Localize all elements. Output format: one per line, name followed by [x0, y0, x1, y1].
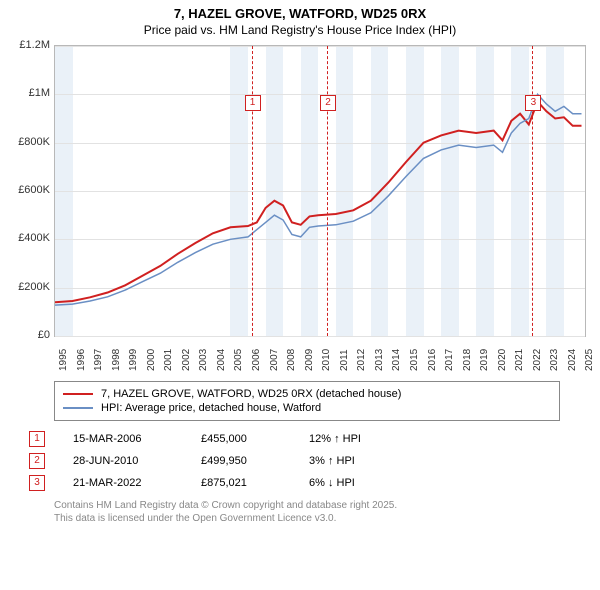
y-tick-label: £600K: [18, 184, 50, 196]
x-tick-label: 2011: [339, 349, 350, 371]
x-tick-label: 2018: [462, 349, 473, 371]
y-tick-label: £200K: [18, 281, 50, 293]
sale-hpi: 3% ↑ HPI: [309, 455, 389, 467]
sale-price: £455,000: [201, 433, 291, 445]
x-tick-label: 1997: [93, 349, 104, 371]
sale-marker-line: [252, 46, 253, 336]
x-tick-label: 1996: [76, 349, 87, 371]
x-tick-label: 2006: [251, 349, 262, 371]
x-tick-label: 2004: [216, 349, 227, 371]
plot-area: 1 2 3: [54, 45, 586, 337]
title-sub: Price paid vs. HM Land Registry's House …: [0, 23, 600, 37]
x-tick-label: 1998: [111, 349, 122, 371]
x-tick-label: 2012: [356, 349, 367, 371]
legend-swatch: [63, 393, 93, 395]
x-tick-label: 2005: [233, 349, 244, 371]
y-tick-label: £1M: [29, 87, 50, 99]
x-tick-label: 1999: [128, 349, 139, 371]
x-tick-label: 2007: [269, 349, 280, 371]
x-tick-label: 2014: [391, 349, 402, 371]
sale-price: £499,950: [201, 455, 291, 467]
line-chart-svg: [55, 46, 585, 336]
sales-table: 115-MAR-2006£455,00012% ↑ HPI228-JUN-201…: [54, 431, 560, 491]
x-tick-label: 2019: [479, 349, 490, 371]
title-main: 7, HAZEL GROVE, WATFORD, WD25 0RX: [0, 6, 600, 21]
sale-marker-label: 1: [245, 95, 261, 111]
sale-marker-line: [327, 46, 328, 336]
x-tick-label: 1995: [58, 349, 69, 371]
x-tick-label: 2025: [584, 349, 595, 371]
sale-date: 15-MAR-2006: [73, 433, 183, 445]
sale-hpi: 6% ↓ HPI: [309, 477, 389, 489]
x-tick-label: 2013: [374, 349, 385, 371]
sale-number: 3: [29, 475, 45, 491]
legend-swatch: [63, 407, 93, 409]
x-tick-label: 2023: [549, 349, 560, 371]
x-tick-label: 2009: [304, 349, 315, 371]
y-tick-label: £1.2M: [19, 39, 50, 51]
legend: 7, HAZEL GROVE, WATFORD, WD25 0RX (detac…: [54, 381, 560, 421]
sale-number: 2: [29, 453, 45, 469]
legend-item: 7, HAZEL GROVE, WATFORD, WD25 0RX (detac…: [63, 388, 551, 400]
x-tick-label: 2002: [181, 349, 192, 371]
series-line: [55, 102, 582, 303]
x-tick-label: 2024: [567, 349, 578, 371]
sale-row: 321-MAR-2022£875,0216% ↓ HPI: [54, 475, 560, 491]
y-tick-label: £0: [38, 329, 50, 341]
x-tick-label: 2003: [198, 349, 209, 371]
legend-label: HPI: Average price, detached house, Watf…: [101, 402, 321, 414]
x-tick-label: 2010: [321, 349, 332, 371]
sale-price: £875,021: [201, 477, 291, 489]
sale-date: 28-JUN-2010: [73, 455, 183, 467]
footer-line: Contains HM Land Registry data © Crown c…: [54, 499, 560, 512]
sale-number: 1: [29, 431, 45, 447]
sale-row: 228-JUN-2010£499,9503% ↑ HPI: [54, 453, 560, 469]
sale-row: 115-MAR-2006£455,00012% ↑ HPI: [54, 431, 560, 447]
y-axis: £0£200K£400K£600K£800K£1M£1.2M: [10, 45, 54, 337]
sale-marker-label: 2: [320, 95, 336, 111]
x-tick-label: 2001: [163, 349, 174, 371]
x-tick-label: 2000: [146, 349, 157, 371]
y-tick-label: £800K: [18, 136, 50, 148]
sale-date: 21-MAR-2022: [73, 477, 183, 489]
legend-item: HPI: Average price, detached house, Watf…: [63, 402, 551, 414]
x-tick-label: 2020: [497, 349, 508, 371]
chart-area: £0£200K£400K£600K£800K£1M£1.2M 123 19951…: [10, 45, 590, 375]
sale-marker-label: 3: [525, 95, 541, 111]
x-tick-label: 2016: [427, 349, 438, 371]
legend-label: 7, HAZEL GROVE, WATFORD, WD25 0RX (detac…: [101, 388, 401, 400]
series-line: [55, 94, 582, 305]
x-tick-label: 2008: [286, 349, 297, 371]
x-tick-label: 2015: [409, 349, 420, 371]
x-tick-label: 2017: [444, 349, 455, 371]
attribution-footer: Contains HM Land Registry data © Crown c…: [54, 499, 560, 525]
sale-hpi: 12% ↑ HPI: [309, 433, 389, 445]
x-tick-label: 2022: [532, 349, 543, 371]
chart-titles: 7, HAZEL GROVE, WATFORD, WD25 0RX Price …: [0, 0, 600, 37]
footer-line: This data is licensed under the Open Gov…: [54, 512, 560, 525]
x-tick-label: 2021: [514, 349, 525, 371]
y-tick-label: £400K: [18, 232, 50, 244]
x-axis: 1995 1996 1997 1998 1999 2000 2001 2002 2003 2004…: [54, 337, 586, 375]
sale-marker-line: [532, 46, 533, 336]
